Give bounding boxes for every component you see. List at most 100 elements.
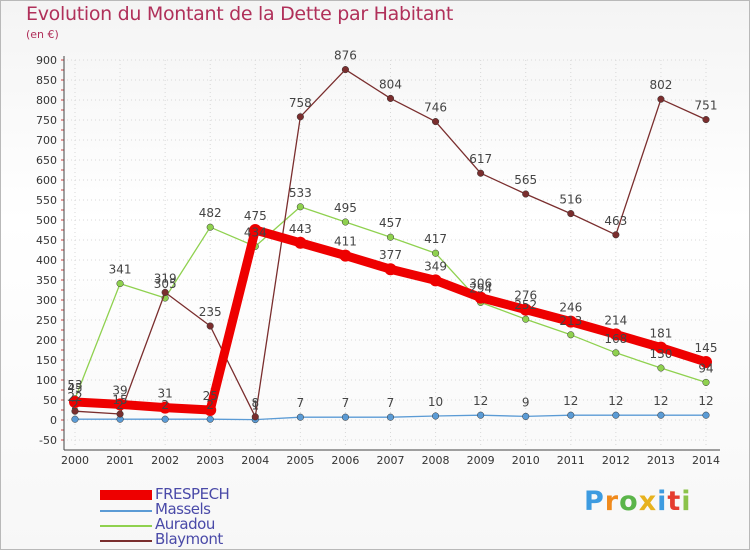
x-tick-label: 2014: [692, 454, 720, 467]
legend-label: Auradou: [155, 515, 215, 533]
data-point-blaymont: [522, 190, 530, 198]
data-label-frespech: 31: [158, 387, 173, 401]
y-tick-label: 750: [36, 114, 57, 127]
data-label-massels: 2: [116, 398, 124, 412]
data-label-massels: 2: [71, 398, 79, 412]
data-point-massels: [71, 415, 79, 423]
data-label-auradou: 495: [334, 201, 357, 215]
data-point-frespech: [339, 249, 352, 262]
data-label-frespech: 349: [424, 259, 447, 273]
data-point-massels: [161, 415, 169, 423]
data-label-frespech: 181: [649, 327, 672, 341]
data-label-auradou: 457: [379, 216, 402, 230]
data-point-frespech: [609, 328, 622, 341]
data-point-auradou: [612, 349, 620, 357]
data-label-blaymont: 751: [695, 99, 718, 113]
data-point-blaymont: [296, 113, 304, 121]
legend-label: Massels: [155, 500, 211, 518]
data-point-blaymont: [567, 210, 575, 218]
data-label-massels: 2: [161, 398, 169, 412]
data-point-auradou: [296, 203, 304, 211]
x-tick-label: 2005: [286, 454, 314, 467]
data-point-massels: [341, 413, 349, 421]
data-point-massels: [522, 412, 530, 420]
data-label-blaymont: 802: [649, 78, 672, 92]
data-label-auradou: 417: [424, 232, 447, 246]
data-point-massels: [567, 411, 575, 419]
legend-swatch: [100, 540, 152, 542]
x-tick-label: 2009: [467, 454, 495, 467]
data-point-massels: [432, 412, 440, 420]
data-label-blaymont: 617: [469, 152, 492, 166]
data-label-auradou: 434: [244, 225, 267, 239]
data-label-auradou: 533: [289, 186, 312, 200]
data-point-auradou: [567, 331, 575, 339]
data-label-massels: 7: [387, 396, 395, 410]
x-tick-label: 2006: [331, 454, 359, 467]
data-point-frespech: [519, 303, 532, 316]
y-tick-label: 400: [36, 254, 57, 267]
legend-swatch: [100, 490, 152, 500]
data-point-frespech: [700, 356, 712, 368]
data-label-massels: 12: [563, 394, 578, 408]
data-point-auradou: [522, 315, 530, 323]
data-label-massels: 10: [428, 395, 443, 409]
data-point-massels: [657, 411, 665, 419]
data-label-auradou: 482: [199, 206, 222, 220]
data-point-blaymont: [386, 94, 395, 102]
data-point-massels: [206, 415, 214, 423]
legend-label: FRESPECH: [155, 485, 230, 503]
data-label-frespech: 475: [244, 209, 267, 223]
data-label-blaymont: 565: [514, 173, 537, 187]
data-label-massels: 9: [522, 395, 530, 409]
y-tick-label: 200: [36, 334, 57, 347]
data-point-blaymont: [116, 410, 124, 418]
data-point-frespech: [384, 263, 397, 276]
data-label-frespech: 306: [469, 277, 492, 291]
data-label-auradou: 168: [604, 332, 627, 346]
data-point-blaymont: [477, 169, 485, 177]
y-tick-label: 600: [36, 174, 57, 187]
legend-swatch: [100, 510, 152, 512]
data-point-frespech: [294, 236, 307, 249]
data-point-frespech: [429, 274, 442, 287]
data-label-auradou: 341: [109, 263, 132, 277]
data-point-blaymont: [206, 322, 214, 330]
data-label-frespech: 145: [695, 341, 718, 355]
x-tick-label: 2002: [151, 454, 179, 467]
data-point-blaymont: [612, 231, 620, 239]
data-label-massels: 1: [251, 399, 259, 413]
data-label-frespech: 411: [334, 235, 357, 249]
data-point-massels: [612, 411, 620, 419]
data-label-blaymont: 804: [379, 77, 402, 91]
data-point-blaymont: [251, 413, 259, 421]
x-tick-label: 2008: [422, 454, 450, 467]
x-tick-label: 2010: [512, 454, 540, 467]
data-label-frespech: 214: [604, 313, 627, 327]
data-label-blaymont: 8: [251, 396, 259, 410]
data-point-frespech: [249, 224, 262, 236]
data-label-auradou: 53: [67, 378, 82, 392]
data-point-frespech: [159, 401, 172, 414]
data-point-auradou: [341, 218, 349, 226]
data-label-auradou: 130: [649, 347, 672, 361]
data-label-blaymont: 319: [154, 271, 177, 285]
data-label-frespech: 377: [379, 248, 402, 262]
y-tick-label: 500: [36, 214, 57, 227]
x-tick-label: 2012: [602, 454, 630, 467]
data-point-massels: [477, 411, 485, 419]
data-label-massels: 2: [206, 398, 214, 412]
data-point-auradou: [116, 280, 124, 288]
y-tick-label: 550: [36, 194, 57, 207]
data-point-massels: [386, 413, 395, 421]
data-label-massels: 7: [342, 396, 350, 410]
y-tick-label: 0: [50, 414, 57, 427]
data-label-frespech: 276: [514, 289, 537, 303]
proxiti-logo: Proxiti: [584, 486, 692, 517]
data-label-auradou: 305: [154, 277, 177, 291]
data-point-auradou: [432, 249, 440, 257]
data-label-massels: 12: [698, 394, 713, 408]
x-tick-label: 2013: [647, 454, 675, 467]
y-tick-label: 450: [36, 234, 57, 247]
